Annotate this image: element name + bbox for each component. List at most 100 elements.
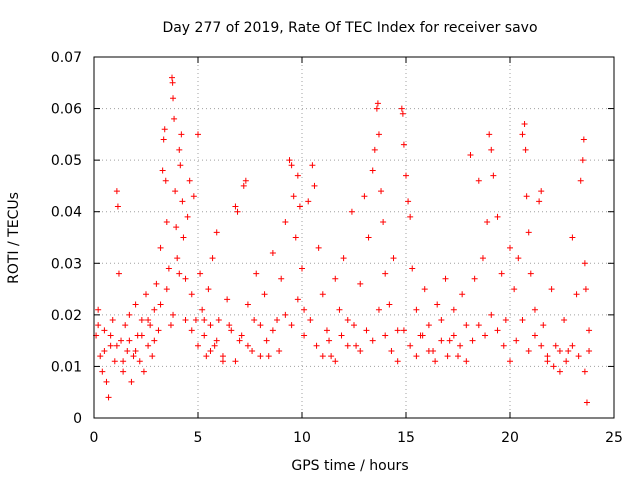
x-tick-label: 25 (605, 430, 623, 446)
data-point (126, 311, 133, 318)
data-point (444, 353, 451, 360)
data-point (513, 337, 520, 344)
data-point (565, 347, 572, 354)
data-point (180, 234, 187, 241)
data-point (213, 229, 220, 236)
data-point (488, 311, 495, 318)
y-tick-label: 0 (73, 411, 82, 427)
data-point (413, 306, 420, 313)
data-point (450, 332, 457, 339)
data-point (186, 177, 193, 184)
data-point (311, 182, 318, 189)
data-point (232, 203, 239, 210)
data-point (99, 368, 106, 375)
data-point (197, 270, 204, 277)
data-point (160, 136, 167, 143)
data-point (219, 353, 226, 360)
data-point (136, 358, 143, 365)
data-point (525, 229, 532, 236)
y-tick-label: 0.01 (51, 359, 82, 375)
data-point (398, 105, 405, 112)
data-point (374, 100, 381, 107)
data-point (550, 363, 557, 370)
data-point (162, 177, 169, 184)
data-point (486, 131, 493, 138)
data-point (419, 332, 426, 339)
data-point (369, 167, 376, 174)
data-point (457, 342, 464, 349)
data-point (519, 131, 526, 138)
x-tick-label: 15 (397, 430, 415, 446)
y-tick-label: 0.05 (51, 153, 82, 169)
data-point (111, 358, 118, 365)
data-point (167, 322, 174, 329)
data-point (421, 286, 428, 293)
data-point (169, 79, 176, 86)
data-point (548, 286, 555, 293)
data-point (522, 146, 529, 153)
data-point (371, 146, 378, 153)
data-point (257, 322, 264, 329)
data-point (531, 306, 538, 313)
y-tick-label: 0.06 (51, 102, 82, 118)
data-point (105, 394, 112, 401)
data-point (157, 301, 164, 308)
data-point (413, 353, 420, 360)
data-point (380, 219, 387, 226)
data-point (442, 275, 449, 282)
data-point (114, 203, 121, 210)
data-point (172, 188, 179, 195)
data-point (338, 332, 345, 339)
data-point (382, 270, 389, 277)
data-point (515, 255, 522, 262)
x-axis-title: GPS time / hours (291, 458, 408, 474)
data-point (363, 327, 370, 334)
data-point (315, 244, 322, 251)
data-point (126, 337, 133, 344)
data-point (282, 219, 289, 226)
data-point (344, 342, 351, 349)
data-point (115, 270, 122, 277)
data-point (228, 327, 235, 334)
data-point (479, 255, 486, 262)
data-point (169, 74, 175, 81)
data-point (265, 353, 272, 360)
data-point (113, 188, 120, 195)
data-point (301, 306, 308, 313)
data-point (531, 332, 538, 339)
x-tick-label: 10 (293, 430, 311, 446)
x-tick-label: 5 (194, 430, 203, 446)
data-point (425, 347, 432, 354)
data-point (521, 121, 528, 128)
data-point (386, 301, 393, 308)
data-point (182, 317, 189, 324)
data-point (242, 177, 249, 184)
data-point (467, 151, 474, 158)
data-point (97, 353, 104, 360)
data-point (205, 286, 212, 293)
data-point (145, 317, 152, 324)
data-point (292, 234, 299, 241)
data-point (581, 368, 588, 375)
data-point (463, 322, 470, 329)
data-point (190, 193, 197, 200)
data-point (199, 306, 206, 313)
data-point (569, 342, 576, 349)
data-point (544, 358, 551, 365)
plot-area (93, 56, 615, 419)
data-point (288, 162, 295, 169)
data-point (188, 291, 195, 298)
data-point (201, 317, 208, 324)
data-point (201, 332, 208, 339)
data-point (405, 198, 412, 205)
data-point (577, 177, 584, 184)
y-axis-title: ROTI / TECUs (6, 192, 22, 284)
data-point (179, 198, 186, 205)
data-point (525, 347, 532, 354)
data-point (207, 347, 214, 354)
data-point (232, 358, 239, 365)
data-point (195, 342, 201, 349)
data-point (294, 172, 301, 179)
data-point (579, 157, 586, 164)
data-point (163, 286, 170, 293)
